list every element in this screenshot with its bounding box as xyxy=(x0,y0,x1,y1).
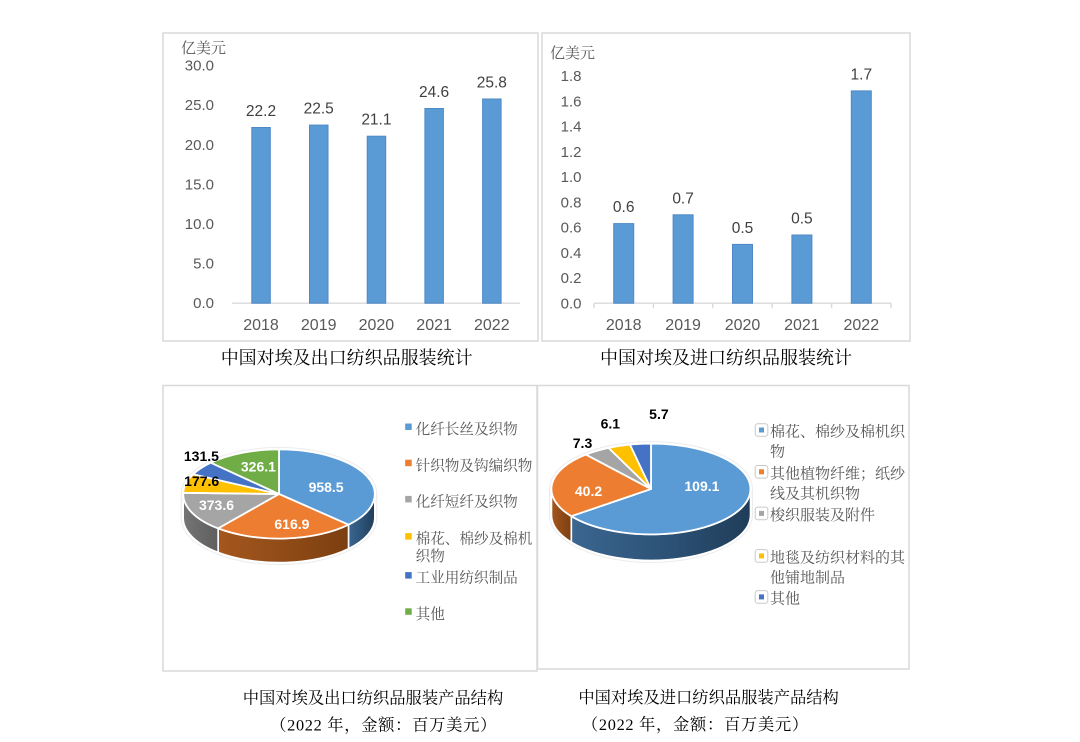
svg-text:其他植物纤维；纸纱: 其他植物纤维；纸纱 xyxy=(770,464,906,482)
svg-text:6.1: 6.1 xyxy=(601,416,621,432)
svg-text:22.2: 22.2 xyxy=(246,103,276,120)
svg-text:0.5: 0.5 xyxy=(791,210,813,227)
svg-text:2021: 2021 xyxy=(784,317,820,334)
svg-text:21.1: 21.1 xyxy=(361,112,391,129)
svg-text:棉花、棉纱及棉机织: 棉花、棉纱及棉机织 xyxy=(770,423,906,441)
svg-text:2022: 2022 xyxy=(844,317,880,334)
svg-text:他铺地制品: 他铺地制品 xyxy=(770,568,845,586)
svg-text:地毯及纺织材料的其: 地毯及纺织材料的其 xyxy=(770,548,906,566)
svg-text:0.2: 0.2 xyxy=(561,270,582,287)
svg-text:棉花、棉纱及棉机: 棉花、棉纱及棉机 xyxy=(416,530,533,548)
svg-text:1.6: 1.6 xyxy=(561,93,582,110)
svg-text:2018: 2018 xyxy=(606,317,642,334)
svg-text:0.7: 0.7 xyxy=(672,190,694,207)
svg-text:化纤短纤及织物: 化纤短纤及织物 xyxy=(416,493,519,511)
svg-text:0.6: 0.6 xyxy=(613,199,635,216)
svg-text:线及其机织物: 线及其机织物 xyxy=(770,484,860,502)
svg-text:2019: 2019 xyxy=(301,317,337,334)
svg-text:25.8: 25.8 xyxy=(477,74,507,91)
svg-text:其他: 其他 xyxy=(416,606,446,623)
svg-text:1.4: 1.4 xyxy=(561,119,582,136)
svg-text:中国对埃及进口纺织品服装统计: 中国对埃及进口纺织品服装统计 xyxy=(600,348,852,368)
svg-text:0.0: 0.0 xyxy=(561,295,582,312)
svg-text:15.0: 15.0 xyxy=(185,176,214,193)
svg-text:5.7: 5.7 xyxy=(649,406,669,422)
svg-text:其他: 其他 xyxy=(770,589,800,607)
svg-text:326.1: 326.1 xyxy=(241,459,276,475)
svg-text:5.0: 5.0 xyxy=(193,256,214,273)
svg-text:梭织服装及附件: 梭织服装及附件 xyxy=(770,506,875,524)
svg-text:中国对埃及出口纺织品服装统计: 中国对埃及出口纺织品服装统计 xyxy=(221,348,473,368)
svg-text:131.5: 131.5 xyxy=(184,448,219,464)
svg-text:中国对埃及出口纺织品服装产品结构: 中国对埃及出口纺织品服装产品结构 xyxy=(243,689,504,708)
svg-text:1.2: 1.2 xyxy=(561,144,582,161)
svg-text:7.3: 7.3 xyxy=(573,435,593,451)
svg-text:0.0: 0.0 xyxy=(193,295,214,312)
svg-text:工业用纺织制品: 工业用纺织制品 xyxy=(416,570,518,587)
svg-text:针织物及钩编织物: 针织物及钩编织物 xyxy=(416,456,533,474)
svg-text:0.5: 0.5 xyxy=(732,220,754,237)
svg-text:616.9: 616.9 xyxy=(274,516,309,532)
svg-text:（2022 年，金额：百万美元）: （2022 年，金额：百万美元） xyxy=(270,716,497,735)
svg-text:化纤长丝及织物: 化纤长丝及织物 xyxy=(416,420,519,438)
svg-text:2020: 2020 xyxy=(725,317,761,334)
svg-text:中国对埃及进口纺织品服装产品结构: 中国对埃及进口纺织品服装产品结构 xyxy=(578,688,839,707)
svg-text:20.0: 20.0 xyxy=(185,137,214,154)
svg-text:10.0: 10.0 xyxy=(185,216,214,233)
svg-text:177.6: 177.6 xyxy=(184,473,219,489)
svg-text:织物: 织物 xyxy=(416,547,446,565)
svg-text:24.6: 24.6 xyxy=(419,84,449,101)
svg-text:0.8: 0.8 xyxy=(561,194,582,211)
svg-text:1.8: 1.8 xyxy=(561,68,582,85)
svg-text:亿美元: 亿美元 xyxy=(181,40,226,57)
svg-text:30.0: 30.0 xyxy=(185,58,214,75)
svg-text:109.1: 109.1 xyxy=(684,478,719,494)
svg-text:2021: 2021 xyxy=(416,317,452,334)
svg-text:0.6: 0.6 xyxy=(561,220,582,237)
svg-text:（2022 年，金额：百万美元）: （2022 年，金额：百万美元） xyxy=(582,715,809,734)
svg-text:373.6: 373.6 xyxy=(199,497,234,513)
svg-text:25.0: 25.0 xyxy=(185,97,214,114)
svg-text:22.5: 22.5 xyxy=(304,101,334,118)
svg-text:2020: 2020 xyxy=(359,317,395,334)
svg-text:958.5: 958.5 xyxy=(309,479,344,495)
svg-text:亿美元: 亿美元 xyxy=(550,45,595,62)
svg-text:0.4: 0.4 xyxy=(561,245,582,262)
svg-text:1.7: 1.7 xyxy=(851,66,873,83)
svg-text:1.0: 1.0 xyxy=(561,169,582,186)
svg-text:物: 物 xyxy=(770,443,785,461)
svg-text:2019: 2019 xyxy=(665,317,701,334)
svg-text:40.2: 40.2 xyxy=(575,483,602,499)
svg-text:2022: 2022 xyxy=(474,317,510,334)
svg-text:2018: 2018 xyxy=(243,317,279,334)
